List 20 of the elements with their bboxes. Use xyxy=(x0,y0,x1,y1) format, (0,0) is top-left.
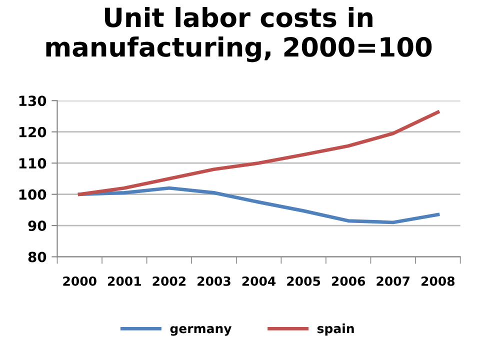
y-tick-label: 120 xyxy=(19,126,46,138)
chart-title: Unit labor costs in manufacturing, 2000=100 xyxy=(46,6,432,62)
x-tick-label: 2003 xyxy=(198,276,230,286)
x-tick-label: 2004 xyxy=(242,276,276,286)
legend-label: germany xyxy=(170,326,232,336)
line-series xyxy=(78,110,440,196)
x-tick-label: 2005 xyxy=(287,276,320,286)
x-tick-label: 2002 xyxy=(152,276,186,286)
y-tick-label: 110 xyxy=(19,158,46,169)
line-series xyxy=(78,186,440,224)
y-tick-label: 100 xyxy=(19,189,46,200)
x-tick-label: 2006 xyxy=(332,276,366,286)
x-tick-label: 2008 xyxy=(422,276,455,286)
y-tick-label: 90 xyxy=(28,220,46,232)
x-tick-label: 2007 xyxy=(376,276,410,286)
x-tick-label: 2000 xyxy=(63,276,96,286)
y-tick-label: 80 xyxy=(28,252,46,262)
x-tick-label: 2001 xyxy=(108,276,141,286)
y-tick-label: 130 xyxy=(19,96,46,106)
legend-label: spain xyxy=(317,324,354,336)
